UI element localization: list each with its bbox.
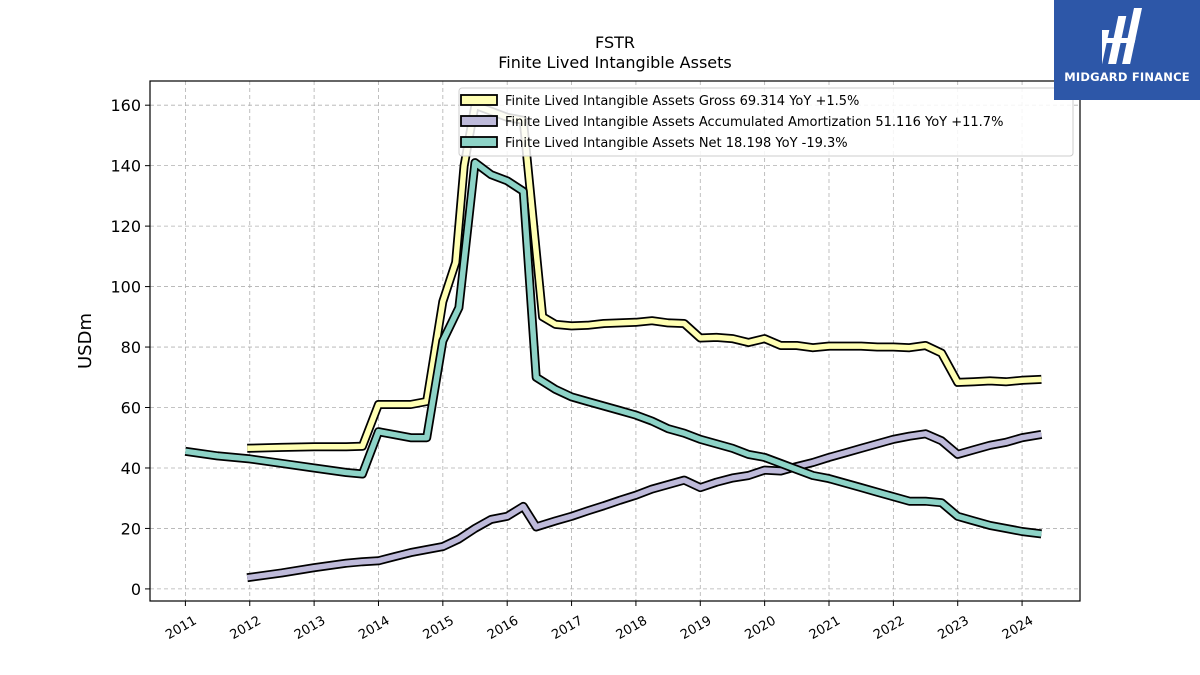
y-axis-label: USDm (75, 313, 96, 369)
series-group (246, 429, 1043, 583)
x-tick-label: 2018 (614, 613, 650, 643)
x-tick-label: 2015 (421, 613, 457, 643)
y-tick-label: 0 (131, 580, 141, 599)
y-tick-label: 120 (110, 217, 141, 236)
x-tick-label: 2022 (871, 613, 907, 643)
y-tick-label: 20 (121, 519, 141, 538)
y-tick-label: 160 (110, 96, 141, 115)
x-tick-label: 2011 (163, 613, 199, 643)
y-tick-label: 100 (110, 278, 141, 297)
series-line (185, 159, 1042, 537)
midgard-finance-logo: MIDGARD FINANCE (1054, 0, 1200, 100)
grid (150, 81, 1080, 601)
logo-mark-icon (1102, 8, 1142, 64)
legend: Finite Lived Intangible Assets Gross 69.… (458, 87, 1074, 157)
x-tick-label: 2014 (356, 613, 392, 643)
plot-frame (149, 80, 1081, 602)
series-group (184, 158, 1042, 539)
x-tick-label: 2020 (742, 613, 778, 643)
chart-title: FSTR (595, 33, 635, 52)
series-layer (184, 100, 1043, 583)
series-line (247, 102, 1042, 452)
y-tick-label: 140 (110, 157, 141, 176)
chart-subtitle: Finite Lived Intangible Assets (498, 53, 731, 72)
y-tick-label: 60 (121, 399, 141, 418)
x-tick-label: 2024 (1000, 613, 1036, 643)
legend-label: Finite Lived Intangible Assets Gross 69.… (505, 94, 859, 109)
x-tick-label: 2021 (807, 613, 843, 643)
logo-text: MIDGARD FINANCE (1064, 70, 1190, 84)
x-tick-label: 2016 (485, 613, 521, 643)
series-group (247, 100, 1042, 453)
legend-label: Finite Lived Intangible Assets Accumulat… (505, 115, 1003, 130)
series-line-outline (247, 100, 1042, 453)
legend-swatch (460, 115, 498, 127)
x-tick-label: 2023 (936, 613, 972, 643)
y-tick-label: 80 (121, 338, 141, 357)
axis-ticks: 0 20 40 60 80 100 120 140 160 2011 2012 2013 2014 201… (110, 96, 1036, 643)
x-tick-label: 2013 (292, 613, 328, 643)
legend-swatch (460, 136, 498, 148)
x-tick-label: 2019 (678, 613, 714, 643)
x-tick-label: 2012 (228, 613, 264, 643)
x-tick-label: 2017 (549, 613, 585, 643)
series-line (246, 431, 1042, 581)
legend-swatch (460, 94, 498, 106)
legend-label: Finite Lived Intangible Assets Net 18.19… (505, 136, 848, 151)
legend-box (458, 87, 1074, 157)
y-tick-label: 40 (121, 459, 141, 478)
